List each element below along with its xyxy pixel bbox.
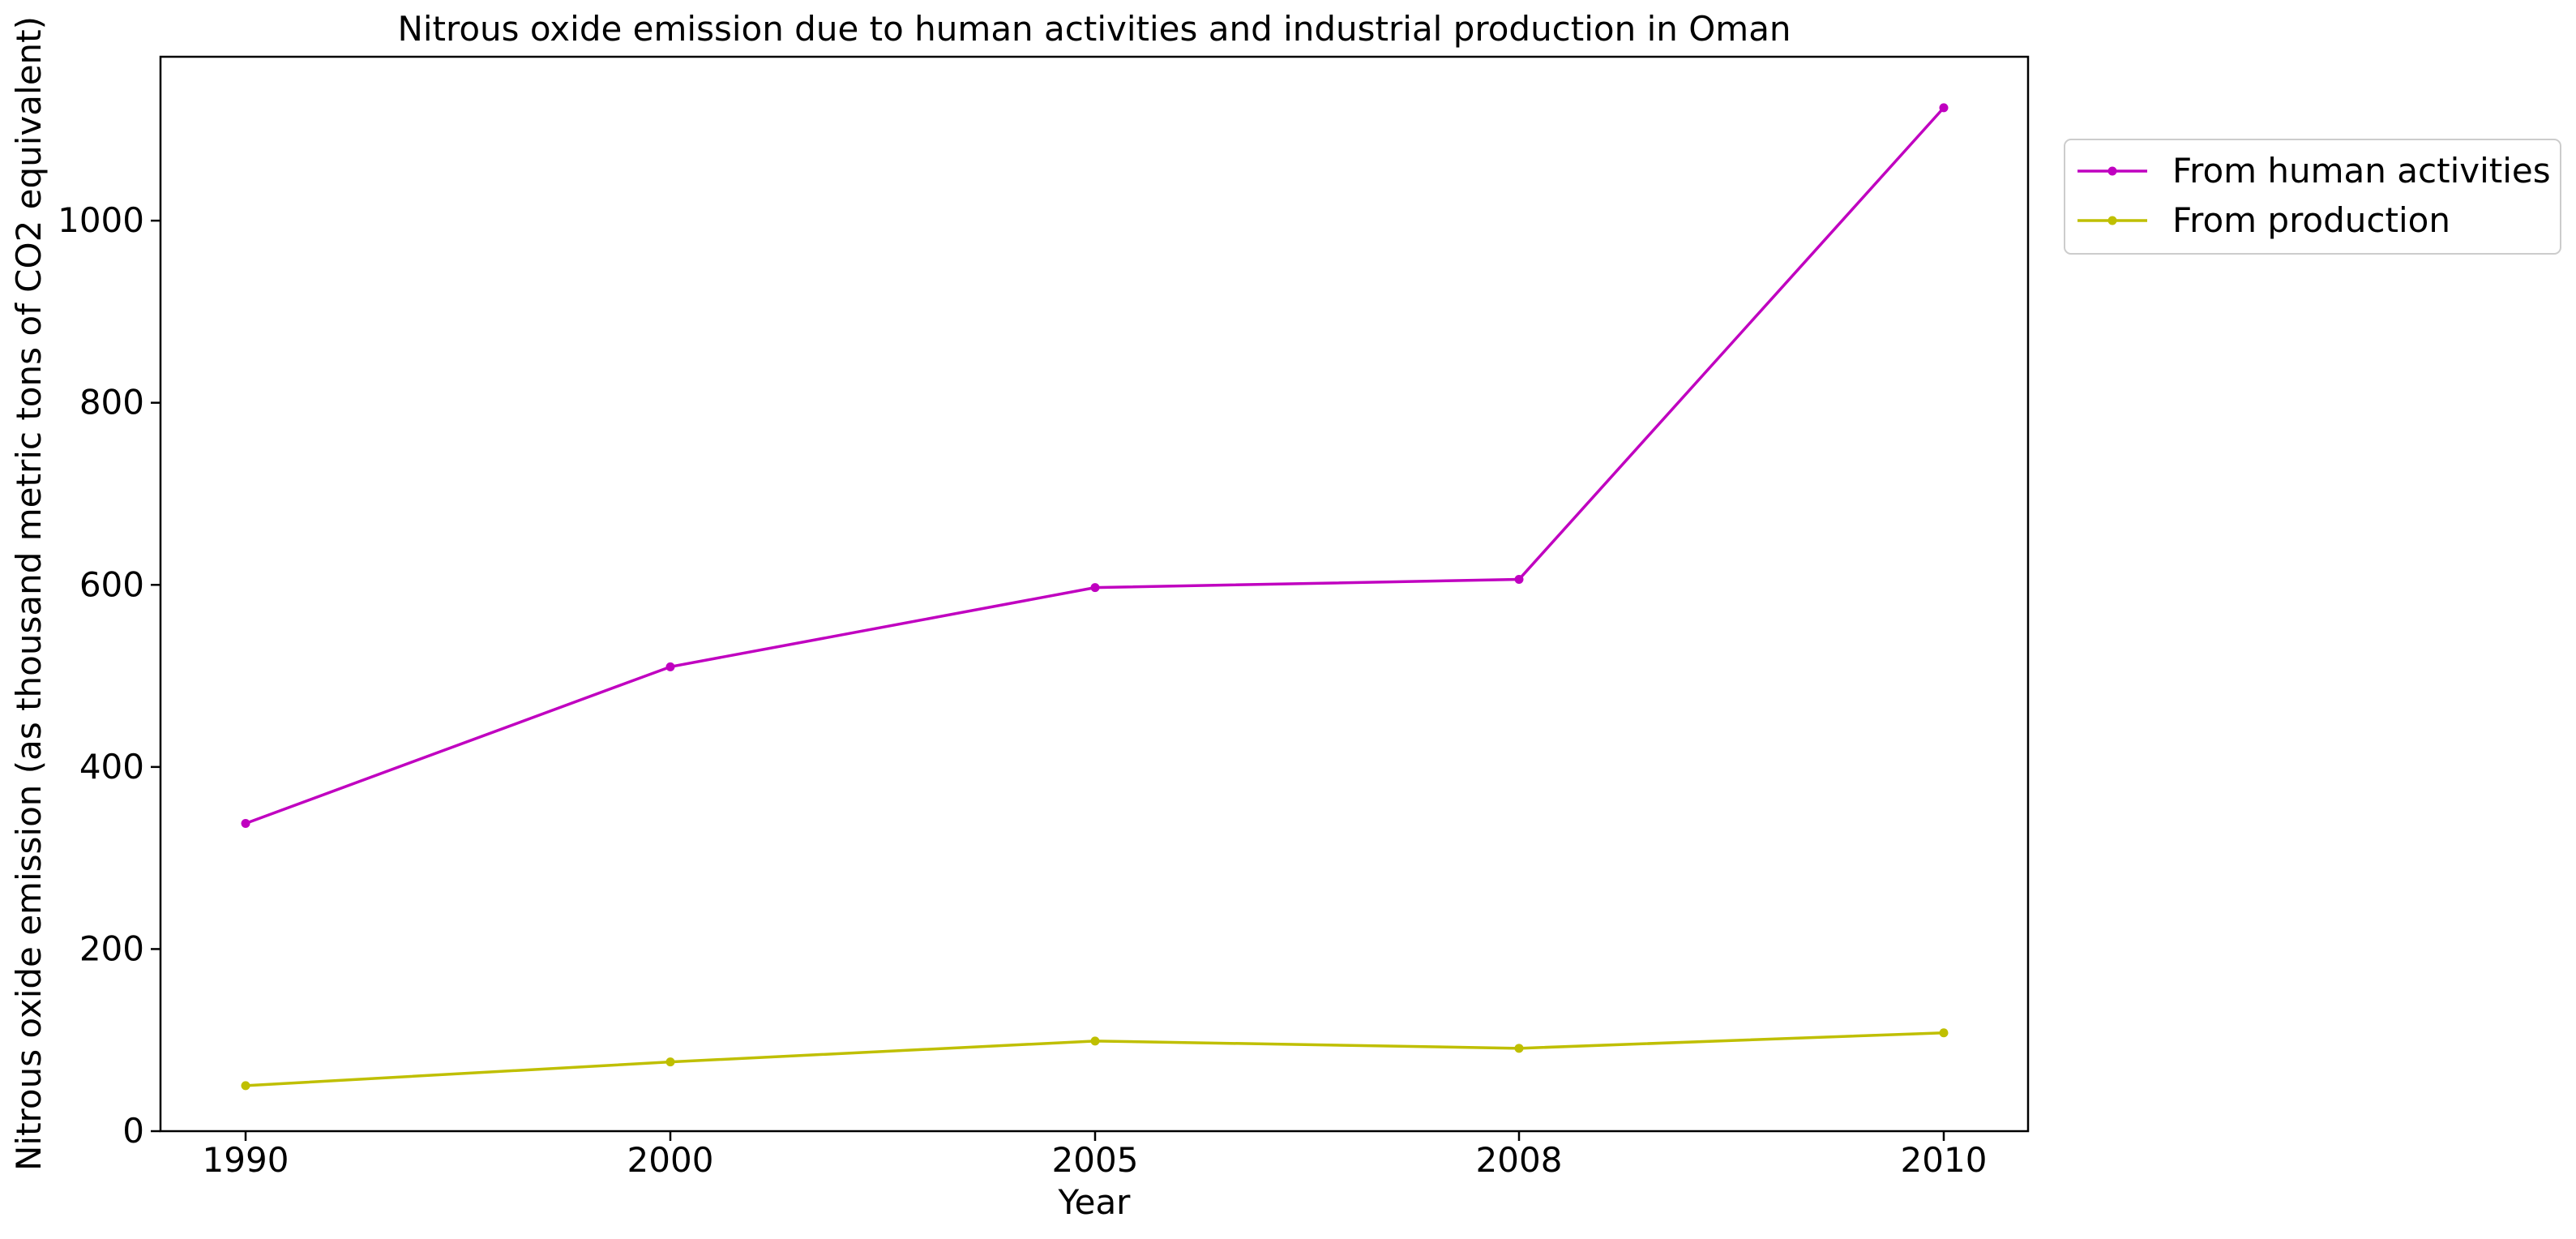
x-tick-label: 2005 — [1052, 1140, 1139, 1180]
data-point — [1939, 1028, 1949, 1038]
series-layer — [241, 103, 1949, 1091]
data-point — [1514, 575, 1524, 585]
data-point — [665, 1057, 675, 1067]
plot-area — [159, 55, 2030, 1133]
data-point — [665, 662, 675, 671]
data-point — [1514, 1044, 1524, 1053]
chart-title: Nitrous oxide emission due to human acti… — [397, 9, 1791, 49]
data-point — [241, 818, 250, 828]
y-tick-label: 600 — [79, 564, 144, 604]
legend-marker-production — [2107, 216, 2117, 225]
y-tick-label: 1000 — [58, 200, 144, 240]
y-tick-label: 0 — [122, 1111, 144, 1151]
y-tick-label: 200 — [79, 928, 144, 968]
legend-box — [2064, 139, 2561, 255]
y-axis-label: Nitrous oxide emission (as thousand metr… — [9, 16, 49, 1171]
data-point — [1939, 103, 1949, 113]
legend: From human activities From production — [2064, 139, 2561, 255]
y-axis: 0 200 400 600 800 1000 — [58, 200, 160, 1151]
data-point — [1090, 1036, 1100, 1046]
y-tick-label: 800 — [79, 383, 144, 422]
x-axis: 1990 2000 2005 2008 2010 — [203, 1131, 1988, 1180]
legend-label-human: From human activities — [2172, 151, 2551, 191]
data-point — [1090, 583, 1100, 593]
x-tick-label: 2010 — [1901, 1140, 1988, 1180]
x-tick-label: 2008 — [1476, 1140, 1563, 1180]
legend-label-production: From production — [2172, 200, 2450, 240]
legend-marker-human — [2107, 166, 2117, 176]
x-axis-label: Year — [1058, 1182, 1132, 1222]
y-tick-label: 400 — [79, 747, 144, 787]
x-tick-label: 1990 — [203, 1140, 289, 1180]
data-point — [241, 1081, 250, 1091]
series-line-0 — [245, 106, 1945, 825]
x-tick-label: 2000 — [627, 1140, 714, 1180]
